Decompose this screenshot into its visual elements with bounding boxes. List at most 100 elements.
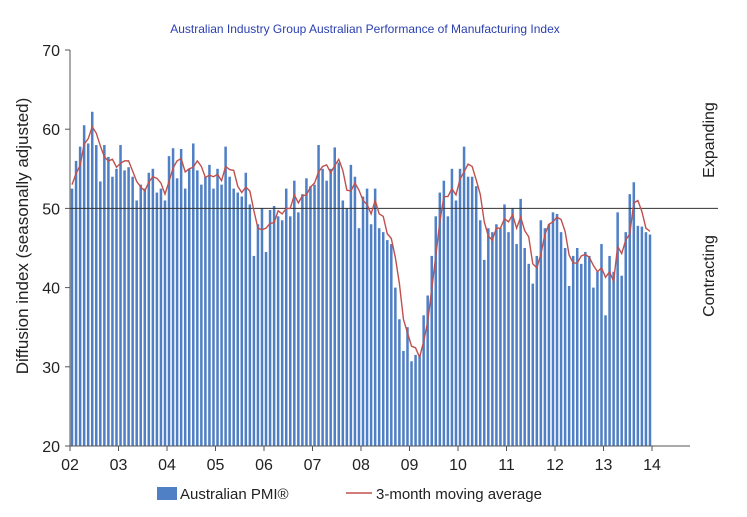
pmi-bar: [567, 286, 571, 446]
pmi-bar: [559, 232, 563, 446]
pmi-bar: [74, 160, 78, 446]
pmi-bar: [580, 263, 583, 446]
x-tick-label: 10: [449, 457, 467, 474]
legend-bar-swatch: [157, 487, 177, 500]
pmi-bar: [539, 220, 543, 446]
pmi-bar: [284, 188, 288, 446]
pmi-bar: [426, 295, 429, 446]
pmi-bar: [349, 164, 353, 446]
pmi-bar: [192, 143, 195, 446]
pmi-bar: [563, 248, 567, 446]
pmi-bar: [159, 188, 163, 446]
x-tick-label: 11: [498, 457, 515, 474]
pmi-bar: [123, 170, 126, 446]
pmi-bar: [478, 220, 482, 446]
pmi-bar: [596, 271, 599, 446]
pmi-bar: [462, 146, 466, 446]
pmi-bar: [373, 188, 377, 446]
y-tick-label: 70: [42, 43, 60, 60]
pmi-bar: [450, 168, 454, 447]
pmi-bar: [446, 216, 450, 446]
pmi-bar: [543, 228, 547, 446]
pmi-bar: [260, 208, 264, 446]
pmi-bar: [196, 170, 199, 446]
bar-series: [70, 111, 652, 447]
pmi-bar: [519, 198, 522, 446]
x-tick-label: 04: [158, 457, 176, 474]
pmi-bar: [527, 263, 530, 446]
y-tick-label: 40: [42, 281, 60, 298]
pmi-bar: [588, 255, 591, 446]
pmi-bar: [353, 176, 357, 446]
pmi-bar: [608, 255, 611, 446]
pmi-bar: [535, 255, 539, 446]
pmi-bar: [406, 327, 409, 446]
pmi-bar: [474, 186, 478, 446]
pmi-bar: [143, 188, 147, 446]
pmi-bar: [321, 168, 324, 447]
pmi-bar: [357, 228, 361, 446]
pmi-bar: [620, 275, 623, 446]
pmi-bar: [289, 216, 292, 446]
pmi-bar: [228, 176, 231, 446]
pmi-bar: [244, 172, 248, 446]
pmi-bar: [624, 232, 627, 446]
x-tick-label: 06: [255, 457, 273, 474]
pmi-bar: [386, 240, 389, 446]
legend-bar-label: Australian PMI®: [180, 486, 289, 503]
pmi-bar: [584, 251, 587, 446]
pmi-bar: [82, 125, 86, 447]
y-tick-label: 30: [42, 360, 60, 377]
x-tick-label: 02: [61, 457, 79, 474]
pmi-bar: [531, 283, 535, 446]
pmi-bar: [232, 188, 235, 446]
pmi-bar: [369, 224, 373, 446]
pmi-bar: [90, 111, 94, 446]
pmi-bar: [86, 143, 90, 446]
pmi-bar: [167, 156, 171, 446]
x-tick-label: 07: [304, 457, 322, 474]
pmi-bar: [644, 232, 648, 446]
pmi-bar: [111, 176, 114, 446]
pmi-bar: [499, 228, 502, 446]
pmi-bar: [131, 176, 134, 446]
pmi-bar: [648, 234, 652, 446]
pmi-bar: [390, 244, 393, 446]
pmi-bar: [179, 149, 183, 446]
pmi-bar: [640, 226, 644, 446]
pmi-bar: [276, 216, 280, 446]
pmi-bar: [163, 200, 167, 446]
pmi-bar: [240, 196, 244, 446]
contracting-label: Contracting: [701, 235, 718, 317]
pmi-bar: [301, 194, 304, 446]
pmi-bar: [216, 168, 219, 447]
pmi-bar: [628, 194, 632, 446]
pmi-bar: [305, 178, 308, 447]
pmi-bar: [329, 168, 332, 447]
pmi-bar: [187, 168, 191, 447]
pmi-bar: [341, 200, 345, 446]
pmi-bar: [547, 224, 551, 446]
pmi-bar: [454, 200, 458, 446]
legend-line-label: 3-month moving average: [376, 486, 542, 503]
x-tick-label: 14: [643, 457, 661, 474]
x-tick-label: 13: [595, 457, 613, 474]
pmi-bar: [204, 176, 207, 446]
pmi-bar: [470, 176, 474, 446]
pmi-bar: [507, 232, 510, 446]
pmi-bar: [495, 224, 498, 446]
pmi-bar: [70, 188, 74, 446]
pmi-bar: [503, 204, 506, 446]
pmi-bar: [325, 180, 328, 446]
x-tick-label: 12: [546, 457, 564, 474]
pmi-bar: [430, 255, 433, 446]
pmi-bar: [632, 182, 636, 446]
y-tick-labels: 20 30 40 50 60 70: [42, 43, 70, 456]
pmi-bar: [99, 181, 102, 446]
pmi-bar: [394, 287, 397, 446]
pmi-bar: [293, 180, 296, 446]
pmi-bar: [212, 188, 215, 446]
pmi-bar: [297, 212, 300, 446]
pmi-bar: [224, 146, 227, 446]
pmi-bar: [264, 251, 268, 446]
